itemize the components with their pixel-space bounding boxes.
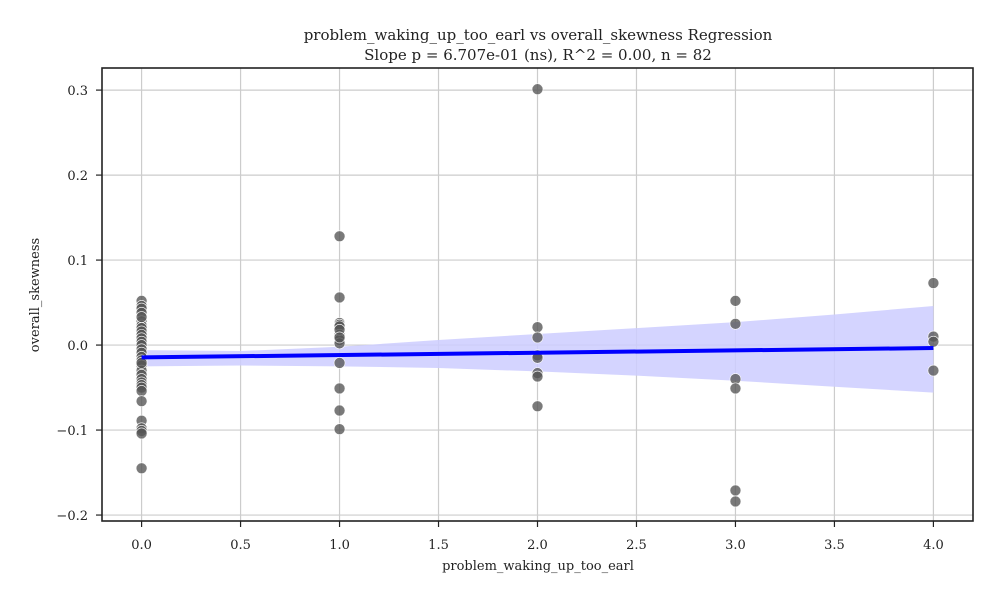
y-tick-label: −0.2 — [56, 509, 88, 524]
x-tick-label: 4.0 — [923, 538, 944, 553]
data-point — [135, 357, 148, 369]
y-tick-label: 0.2 — [67, 169, 88, 184]
data-point — [729, 495, 742, 508]
y-tick-label: 0.3 — [67, 84, 88, 99]
data-point — [135, 385, 148, 397]
chart-title-line1: problem_waking_up_too_earl vs overall_sk… — [304, 26, 773, 44]
regression-line — [141, 346, 934, 360]
data-point — [729, 382, 742, 395]
data-point — [729, 295, 742, 307]
x-tick-label: 3.5 — [824, 538, 845, 553]
data-point — [729, 484, 742, 497]
x-tick-label: 3.0 — [725, 538, 746, 553]
regression-line-layer — [141, 346, 934, 360]
data-points — [135, 83, 940, 508]
data-point — [927, 277, 940, 289]
data-point — [927, 335, 940, 348]
x-tick-label: 1.5 — [428, 538, 449, 553]
x-axis-label: problem_waking_up_too_earl — [442, 559, 634, 574]
x-tick-label: 0.5 — [230, 538, 251, 553]
x-tick-label: 2.0 — [527, 538, 548, 553]
data-point — [333, 382, 346, 395]
data-point — [135, 395, 148, 407]
data-point — [333, 423, 346, 436]
x-tick-label: 2.5 — [626, 538, 647, 553]
tick-labels: 0.0 0.5 1.0 1.5 2.0 2.5 3.0 3.5 4.0 −0.2 −0.1 0.0 0.… — [56, 84, 943, 553]
data-point — [333, 331, 346, 344]
data-point — [531, 400, 544, 413]
chart-title-line2: Slope p = 6.707e-01 (ns), R^2 = 0.00, n … — [364, 46, 712, 64]
data-point — [531, 321, 544, 334]
data-point — [333, 357, 346, 369]
y-axis-label: overall_skewness — [28, 238, 43, 352]
data-point — [333, 230, 346, 243]
grid-lines — [102, 68, 973, 521]
x-tick-label: 1.0 — [329, 538, 350, 553]
y-tick-label: 0.0 — [67, 339, 88, 354]
data-point — [135, 462, 148, 475]
data-point — [531, 83, 544, 96]
x-tick-label: 0.0 — [131, 538, 152, 553]
data-point — [729, 318, 742, 330]
data-point — [333, 404, 346, 417]
y-tick-label: 0.1 — [67, 254, 88, 269]
data-point — [333, 291, 346, 304]
data-point — [135, 427, 148, 440]
data-point — [531, 370, 544, 383]
data-point — [135, 311, 148, 323]
data-point — [927, 364, 940, 377]
data-point — [531, 331, 544, 344]
y-tick-label: −0.1 — [56, 424, 88, 439]
